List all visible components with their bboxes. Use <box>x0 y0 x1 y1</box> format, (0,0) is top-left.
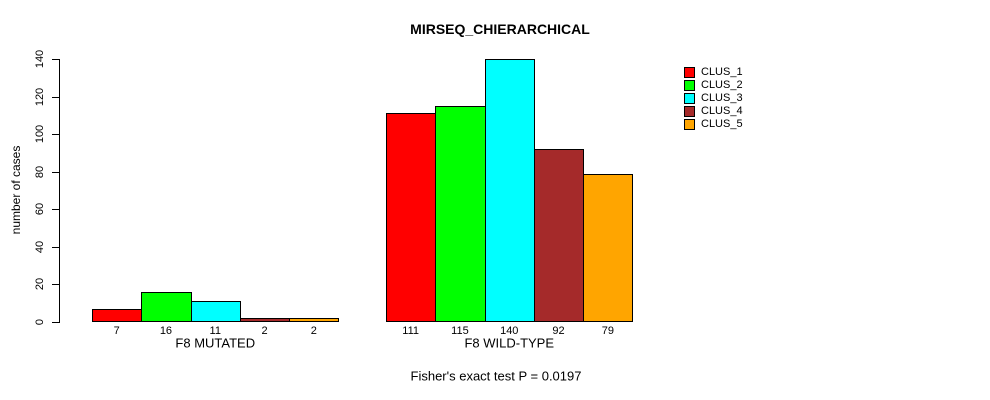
y-axis-tick-label: 40 <box>34 240 46 253</box>
bar-value-label: 115 <box>451 325 469 337</box>
bar-value-label: 2 <box>261 325 268 337</box>
legend-label: CLUS_4 <box>701 105 743 117</box>
bar-value-label: 140 <box>500 325 519 337</box>
bar-value-label: 2 <box>310 325 317 337</box>
bar-clus_5-f8-mutated <box>289 318 340 322</box>
legend-swatch-clus_5 <box>684 119 695 130</box>
y-axis-tick <box>52 96 59 98</box>
y-axis-tick <box>52 171 59 173</box>
bar-value-label: 11 <box>209 325 221 337</box>
y-axis-tick-label: 20 <box>34 278 46 291</box>
bar-clus_1-f8-mutated <box>92 308 143 322</box>
chart-title: MIRSEQ_CHIERARCHICAL <box>410 21 590 37</box>
bar-value-label: 79 <box>601 325 614 337</box>
legend-item-clus_2: CLUS_2 <box>684 79 743 92</box>
legend-label: CLUS_2 <box>701 79 743 91</box>
y-axis-tick-label: 100 <box>34 124 46 144</box>
y-axis-tick <box>52 322 59 323</box>
bar-clus_4-f8-mutated <box>239 318 291 322</box>
legend-swatch-clus_1 <box>684 67 695 78</box>
legend-item-clus_4: CLUS_4 <box>684 105 743 118</box>
y-axis-tick <box>52 134 59 136</box>
bar-value-label: 111 <box>402 325 420 337</box>
legend-swatch-clus_4 <box>684 106 695 117</box>
legend-swatch-clus_3 <box>684 93 695 104</box>
bar-clus_5-f8-wild-type <box>583 173 634 322</box>
legend-item-clus_5: CLUS_5 <box>684 118 743 131</box>
bar-clus_3-f8-mutated <box>190 301 241 322</box>
fisher-test-caption: Fisher's exact test P = 0.0197 <box>410 368 582 384</box>
legend-label: CLUS_3 <box>701 92 743 104</box>
y-axis-tick-label: 140 <box>34 49 46 69</box>
legend: CLUS_1 CLUS_2 CLUS_3 CLUS_4 CLUS_5 <box>684 66 743 131</box>
y-axis-tick <box>52 284 59 286</box>
bar-clus_2-f8-mutated <box>141 291 192 322</box>
y-axis-tick <box>52 209 59 211</box>
bar-clus_2-f8-wild-type <box>435 105 486 322</box>
group-label-f8-mutated: F8 MUTATED <box>175 335 256 351</box>
y-axis-tick <box>52 246 59 248</box>
bar-value-label: 7 <box>113 325 120 337</box>
y-axis-tick-label: 80 <box>34 165 46 178</box>
bar-value-label: 16 <box>159 325 173 337</box>
legend-label: CLUS_5 <box>701 118 743 130</box>
legend-label: CLUS_1 <box>701 66 743 78</box>
legend-swatch-clus_2 <box>684 80 695 91</box>
y-axis-tick-label: 60 <box>34 203 46 216</box>
group-label-f8-wild-type: F8 WILD-TYPE <box>464 335 555 351</box>
y-axis-tick-label: 0 <box>34 318 46 326</box>
y-axis-tick <box>52 59 59 60</box>
bar-value-label: 92 <box>552 325 565 337</box>
bar-clus_3-f8-wild-type <box>484 59 535 322</box>
y-axis-line <box>59 59 60 323</box>
y-axis-title: number of cases <box>9 145 23 235</box>
y-axis-tick-label: 120 <box>34 87 46 106</box>
bar-clus_1-f8-wild-type <box>386 113 437 322</box>
bar-clus_4-f8-wild-type <box>533 149 585 322</box>
legend-item-clus_3: CLUS_3 <box>684 92 743 105</box>
legend-item-clus_1: CLUS_1 <box>684 66 743 79</box>
